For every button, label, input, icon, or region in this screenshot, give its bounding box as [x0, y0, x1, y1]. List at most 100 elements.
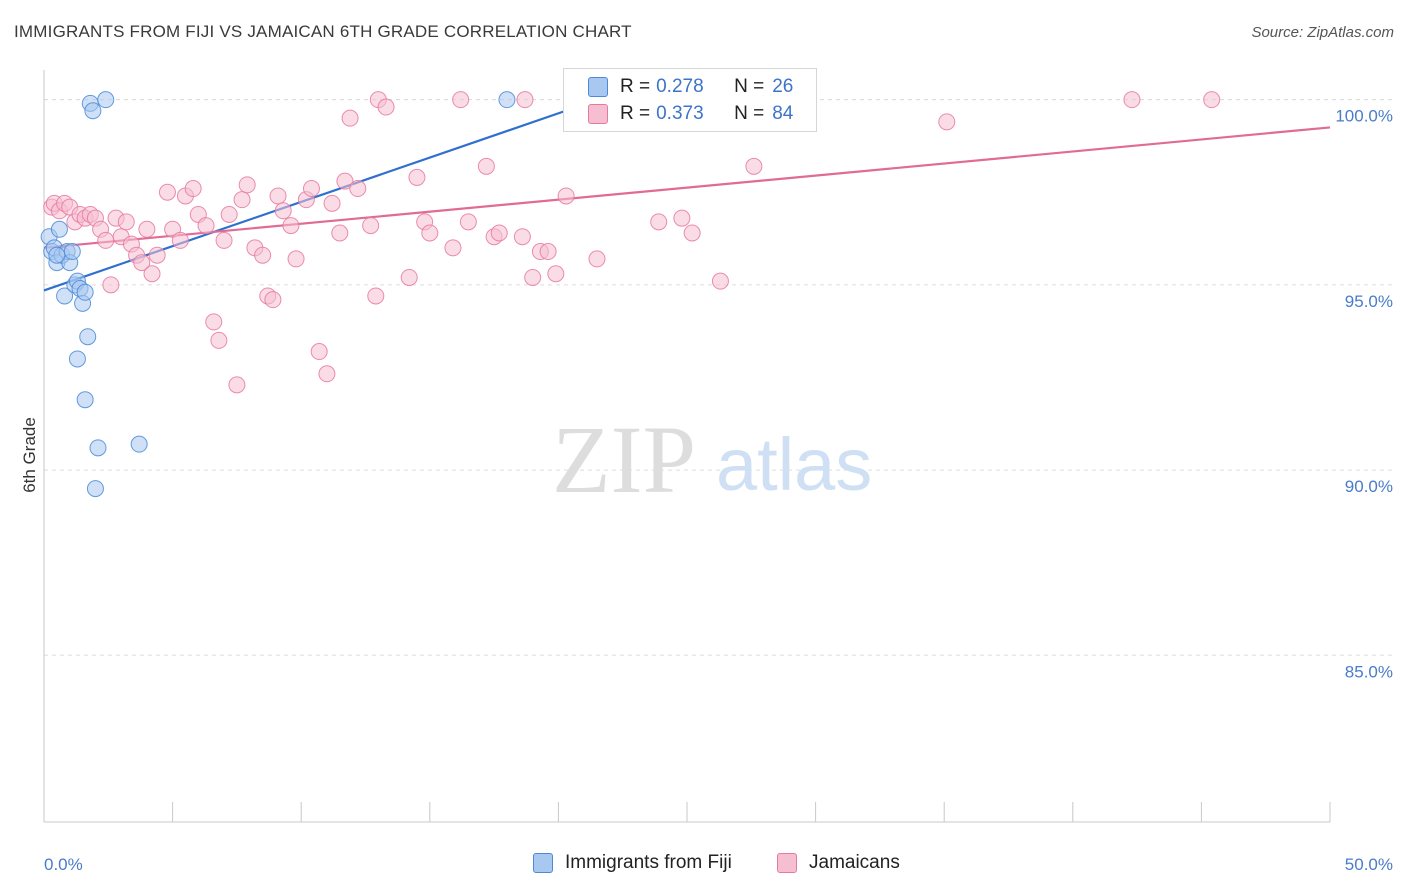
r-value: 0.373 [656, 103, 704, 124]
point-jamaica-21 [148, 246, 166, 264]
chart-title: IMMIGRANTS FROM FIJI VS JAMAICAN 6TH GRA… [14, 22, 632, 41]
point-fiji-18 [86, 480, 104, 498]
point-jamaica-48 [323, 194, 341, 212]
n-label: N = [734, 103, 765, 124]
point-jamaica-51 [341, 109, 359, 127]
point-jamaica-83 [513, 228, 531, 246]
point-jamaica-11 [97, 231, 115, 249]
y-tick-label-90: 90.0% [1345, 477, 1393, 496]
point-jamaica-57 [400, 268, 418, 286]
point-jamaica-50 [336, 172, 354, 190]
point-jamaica-76 [683, 224, 701, 242]
point-jamaica-12 [102, 276, 120, 294]
point-jamaica-40 [269, 187, 287, 205]
point-fiji-15 [79, 328, 97, 346]
point-jamaica-64 [477, 157, 495, 175]
point-jamaica-34 [233, 191, 251, 209]
point-jamaica-31 [215, 231, 233, 249]
correlation-legend: R = 0.278 N = 26 R = 0.373 N = 84 [563, 68, 817, 132]
x-tick-label-min: 0.0% [44, 855, 83, 874]
point-fiji-20 [97, 91, 115, 109]
point-jamaica-82 [1203, 91, 1221, 109]
legend-item-jamaica[interactable]: Jamaicans [777, 852, 900, 874]
n-label: N = [734, 76, 765, 97]
point-jamaica-74 [650, 213, 668, 231]
trend-line-jamaica [43, 126, 1331, 249]
point-jamaica-35 [238, 176, 256, 194]
legend-label-jamaica: Jamaicans [809, 852, 900, 873]
r-value: 0.278 [656, 76, 704, 97]
tick-labels: 6th Grade 0.0% 50.0% 85.0% 90.0% 95.0% 100.… [20, 107, 1393, 874]
point-jamaica-28 [197, 217, 215, 235]
point-jamaica-15 [117, 213, 135, 231]
point-fiji-19 [89, 439, 107, 457]
y-tick-label-85: 85.0% [1345, 662, 1393, 681]
point-jamaica-80 [938, 113, 956, 131]
source-label: Source: ZipAtlas.com [1251, 24, 1394, 41]
point-jamaica-73 [588, 250, 606, 268]
legend-item-fiji[interactable]: Immigrants from Fiji [533, 852, 732, 874]
point-jamaica-37 [254, 246, 272, 264]
point-jamaica-41 [274, 202, 292, 220]
point-jamaica-46 [310, 343, 328, 361]
point-fiji-4 [50, 220, 68, 238]
legend-row-fiji: R = 0.278 N = 26 [588, 75, 793, 99]
watermark-zip: ZIP [552, 406, 696, 513]
point-jamaica-70 [539, 243, 557, 261]
point-jamaica-60 [421, 224, 439, 242]
point-jamaica-26 [184, 180, 202, 198]
point-jamaica-19 [138, 220, 156, 238]
point-jamaica-18 [133, 254, 151, 272]
jamaica-swatch [588, 104, 608, 124]
jamaica-swatch [777, 853, 797, 873]
y-axis-title: 6th Grade [20, 417, 39, 493]
r-label: R = [620, 103, 651, 124]
fiji-swatch [533, 853, 553, 873]
point-fiji-23 [68, 350, 86, 368]
point-fiji-24 [498, 91, 516, 109]
point-jamaica-56 [377, 98, 395, 116]
point-jamaica-49 [331, 224, 349, 242]
point-jamaica-22 [158, 183, 176, 201]
points [40, 91, 1221, 498]
point-jamaica-71 [547, 265, 565, 283]
point-jamaica-33 [228, 376, 246, 394]
point-jamaica-68 [524, 268, 542, 286]
point-jamaica-79 [745, 157, 763, 175]
point-jamaica-53 [362, 217, 380, 235]
y-tick-label-95: 95.0% [1345, 292, 1393, 311]
point-jamaica-43 [287, 250, 305, 268]
point-jamaica-24 [171, 231, 189, 249]
point-jamaica-32 [220, 205, 238, 223]
n-value: 84 [772, 103, 794, 124]
point-fiji-17 [84, 102, 102, 120]
point-fiji-21 [130, 435, 148, 453]
x-tick-label-max: 50.0% [1345, 855, 1393, 874]
r-label: R = [620, 76, 651, 97]
point-jamaica-81 [1123, 91, 1141, 109]
point-jamaica-20 [143, 265, 161, 283]
point-jamaica-75 [673, 209, 691, 227]
axes [43, 70, 1331, 823]
point-jamaica-61 [444, 239, 462, 257]
point-jamaica-63 [459, 213, 477, 231]
point-fiji-6 [56, 287, 74, 305]
point-jamaica-30 [210, 331, 228, 349]
point-jamaica-29 [205, 313, 223, 331]
point-jamaica-54 [367, 287, 385, 305]
point-jamaica-45 [302, 180, 320, 198]
n-value: 26 [772, 76, 794, 97]
series-legend: Immigrants from Fiji Jamaicans [0, 850, 1406, 880]
watermark: ZIP atlas [552, 406, 872, 513]
fiji-swatch [588, 77, 608, 97]
y-tick-label-100: 100.0% [1335, 107, 1393, 126]
point-jamaica-58 [408, 168, 426, 186]
point-jamaica-52 [349, 180, 367, 198]
legend-row-jamaica: R = 0.373 N = 84 [588, 102, 793, 126]
point-jamaica-42 [282, 217, 300, 235]
point-jamaica-66 [490, 224, 508, 242]
point-jamaica-72 [557, 187, 575, 205]
watermark-atlas: atlas [716, 423, 872, 506]
point-jamaica-67 [516, 91, 534, 109]
